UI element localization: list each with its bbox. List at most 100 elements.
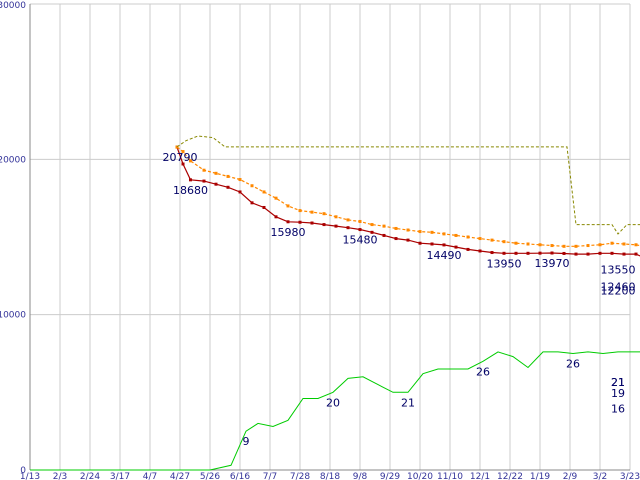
data-point-price [418,241,422,245]
x-tick-label: 2/9 [563,472,578,480]
data-point-price [181,162,185,166]
series-line-count [30,351,640,471]
data-point-price [358,228,362,232]
data-point-avg_price [502,240,506,244]
data-point-price [490,251,494,255]
data-label: 12460 [601,280,636,293]
data-point-avg_price [346,218,350,222]
data-point-price [394,237,398,241]
x-tick-label: 9/8 [353,472,368,480]
data-point-avg_price [574,244,578,248]
data-point-avg_price [550,244,554,248]
data-label: 13970 [535,257,570,270]
data-point-price [382,233,386,237]
y-tick-label: 30000 [0,1,26,11]
data-label: 20790 [163,151,198,164]
series-line-avg_price [176,146,640,247]
x-tick-label: 3/2 [593,472,607,480]
data-point-price [514,251,518,255]
data-point-avg_price [478,237,482,241]
data-point-price [550,251,554,255]
data-label: 21 [611,376,625,389]
series-group [30,135,640,471]
data-point-avg_price [274,196,278,200]
x-tick-label: 4/7 [143,472,157,480]
data-label: 15480 [343,234,378,247]
x-tick-label: 8/18 [320,472,340,480]
data-point-avg_price [238,178,242,182]
data-label: 21 [401,396,415,409]
data-point-avg_price [598,243,602,247]
data-point-avg_price [214,171,218,175]
x-tick-label: 12/1 [470,472,490,480]
data-point-price [502,251,506,255]
data-point-avg_price [430,230,434,234]
data-point-avg_price [226,174,230,178]
data-label: 12200 [601,284,636,297]
x-tick-label: 7/7 [263,472,277,480]
data-point-price [634,252,638,256]
x-tick-label: 2/24 [80,472,100,480]
data-point-avg_price [322,212,326,216]
data-point-price [538,251,542,255]
data-point-avg_price [298,209,302,213]
data-point-avg_price [382,224,386,228]
x-tick-label: 6/16 [230,472,250,480]
series-line-upper_price [176,135,640,235]
data-point-price [274,215,278,219]
data-point-price [610,251,614,255]
y-tick-label: 20000 [0,155,26,165]
data-point-price [466,247,470,251]
x-tick-label: 11/10 [437,472,463,480]
data-point-price [226,185,230,189]
data-point-avg_price [394,226,398,230]
data-point-price [622,252,626,256]
data-point-price [189,178,192,182]
x-tick-label: 3/23 [620,472,640,480]
data-point-avg_price [622,242,626,246]
x-tick-label: 12/22 [497,472,523,480]
data-label: 18680 [173,184,208,197]
y-tick-label: 0 [20,466,26,476]
data-point-avg_price [250,184,254,188]
data-point-avg_price [181,150,185,154]
data-point-price [370,230,374,234]
data-point-avg_price [490,238,494,242]
data-point-avg_price [189,159,192,163]
data-point-avg_price [514,241,518,245]
data-point-price [598,251,602,255]
x-tick-label: 4/27 [170,472,190,480]
data-point-avg_price [286,204,290,208]
data-point-avg_price [358,219,362,223]
data-point-price [238,190,242,194]
data-point-avg_price [406,228,410,232]
data-point-price [298,220,302,224]
data-label: 19 [611,387,625,400]
series-line-price [176,146,640,257]
data-point-price [442,243,446,247]
data-point-avg_price [310,210,314,214]
y-tick-label: 10000 [0,311,26,321]
data-point-avg_price [634,243,638,247]
data-point-avg_price [202,168,206,172]
data-label: 9 [243,435,250,448]
data-point-price [478,249,482,253]
data-point-avg_price [538,243,542,247]
x-tick-label: 9/29 [380,472,400,480]
data-point-price [346,226,350,230]
x-tick-label: 10/20 [407,472,433,480]
data-label: 26 [566,358,580,371]
data-point-price [286,220,290,224]
data-point-price [562,251,566,255]
data-label: 15980 [271,226,306,239]
data-point-price [202,179,206,183]
data-point-price [310,221,314,225]
x-tick-label: 1/13 [20,472,40,480]
data-label: 21 [611,376,625,389]
data-label: 13550 [601,264,636,277]
data-point-price [322,223,326,227]
data-point-price [526,251,530,255]
data-label: 26 [476,365,490,378]
